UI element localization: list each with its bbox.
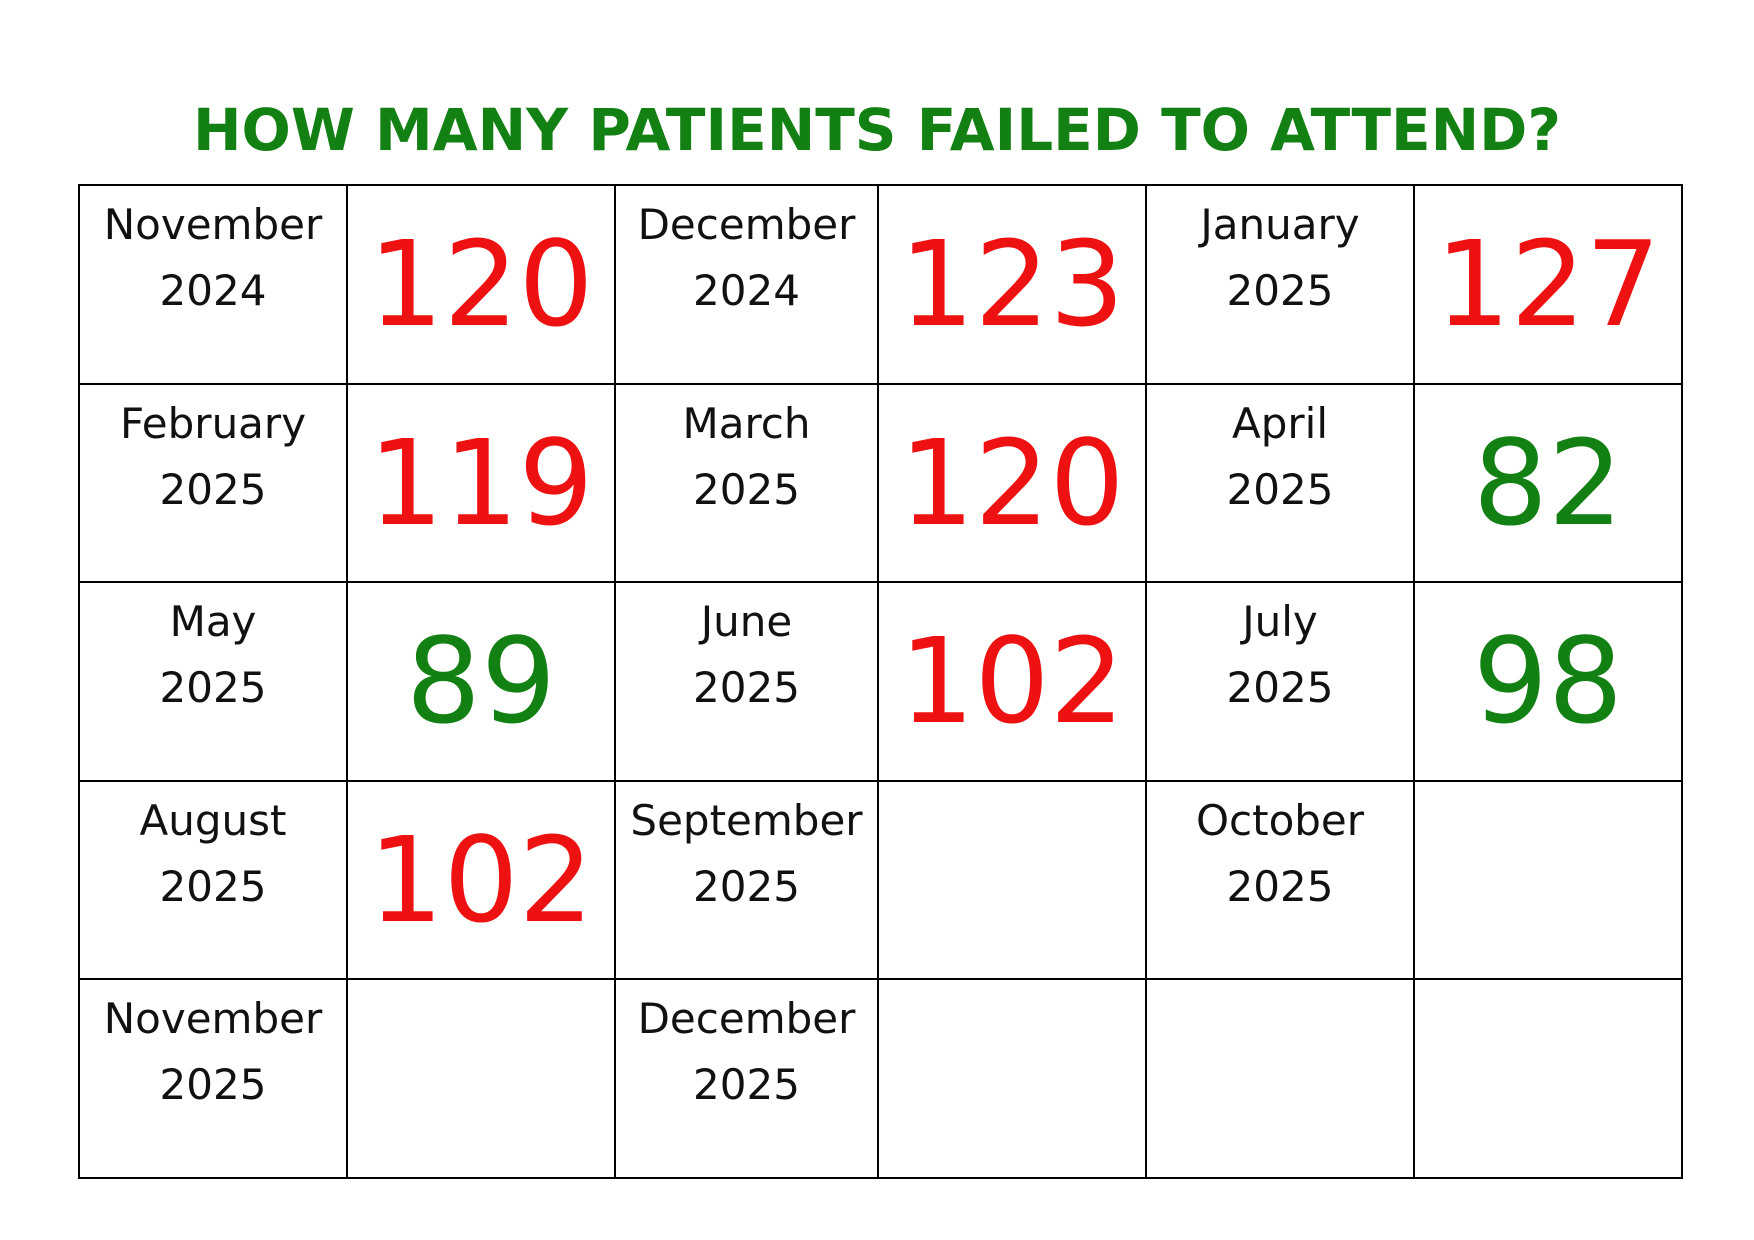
- month-year: 2025: [693, 464, 800, 514]
- table-row: November 2024 120 December 2024 123 January 202…: [78, 184, 1683, 385]
- month-name: November: [103, 200, 323, 249]
- month-year: 2025: [693, 1060, 800, 1110]
- month-label-cell: July 2025: [1145, 581, 1415, 782]
- page-title: HOW MANY PATIENTS FAILED TO ATTEND?: [193, 96, 1561, 164]
- month-name: April: [1232, 398, 1328, 448]
- month-year: 2025: [693, 663, 800, 713]
- month-name: September: [630, 795, 863, 845]
- month-name: November: [103, 994, 323, 1044]
- month-year: 2025: [159, 1060, 267, 1110]
- month-year: 2025: [1226, 861, 1334, 911]
- month-year: 2024: [159, 266, 267, 315]
- failed-attendance-count: [1413, 978, 1683, 1179]
- month-label-cell: December 2024: [614, 184, 879, 385]
- month-label-cell: January 2025: [1145, 184, 1415, 385]
- month-year: 2025: [159, 464, 267, 514]
- month-name: March: [682, 398, 811, 448]
- failed-attendance-count: [1413, 779, 1683, 981]
- month-name: December: [637, 994, 856, 1044]
- month-label-cell: February 2025: [78, 382, 348, 584]
- month-year: 2025: [1226, 663, 1334, 713]
- month-name: January: [1200, 200, 1360, 249]
- table-row: May 2025 89 June 2025 102 July 2025 98: [78, 581, 1683, 782]
- failed-attendance-count: [877, 978, 1147, 1179]
- failed-attendance-count: [346, 978, 616, 1179]
- month-year: 2025: [1226, 266, 1334, 315]
- month-name: February: [119, 398, 307, 448]
- month-year: 2025: [693, 861, 800, 911]
- month-label-cell: December 2025: [614, 978, 879, 1179]
- month-year: 2025: [159, 663, 267, 713]
- month-name: June: [700, 597, 793, 647]
- failed-attendance-count: 119: [346, 382, 616, 584]
- month-year: 2024: [693, 266, 800, 315]
- table-row: November 2025 December 2025: [78, 978, 1683, 1179]
- attendance-grid: November 2024 120 December 2024 123 January 202…: [78, 184, 1683, 1179]
- table-row: February 2025 119 March 2025 120 April 2025 82: [78, 382, 1683, 584]
- month-name: December: [637, 200, 856, 249]
- month-label-cell: October 2025: [1145, 779, 1415, 981]
- month-label-cell: April 2025: [1145, 382, 1415, 584]
- failed-attendance-count: 120: [877, 382, 1147, 584]
- failed-attendance-count: 89: [346, 581, 616, 782]
- failed-attendance-count: [877, 779, 1147, 981]
- month-label-cell: August 2025: [78, 779, 348, 981]
- month-label-cell: November 2024: [78, 184, 348, 385]
- month-label-cell: June 2025: [614, 581, 879, 782]
- table-row: August 2025 102 September 2025 October 2025: [78, 779, 1683, 981]
- month-label-cell: September 2025: [614, 779, 879, 981]
- month-label-cell: March 2025: [614, 382, 879, 584]
- month-year: 2025: [1226, 464, 1334, 514]
- failed-attendance-count: 102: [877, 581, 1147, 782]
- month-name: July: [1242, 597, 1318, 647]
- month-name: October: [1195, 795, 1365, 845]
- month-label-cell: May 2025: [78, 581, 348, 782]
- month-label-cell: November 2025: [78, 978, 348, 1179]
- month-name: May: [169, 597, 257, 647]
- failed-attendance-count: 120: [346, 184, 616, 385]
- month-name: August: [139, 795, 287, 845]
- failed-attendance-count: 82: [1413, 382, 1683, 584]
- failed-attendance-count: 127: [1413, 184, 1683, 385]
- month-year: 2025: [159, 861, 267, 911]
- failed-attendance-count: 98: [1413, 581, 1683, 782]
- month-label-cell: [1145, 978, 1415, 1179]
- failed-attendance-count: 102: [346, 779, 616, 981]
- failed-attendance-count: 123: [877, 184, 1147, 385]
